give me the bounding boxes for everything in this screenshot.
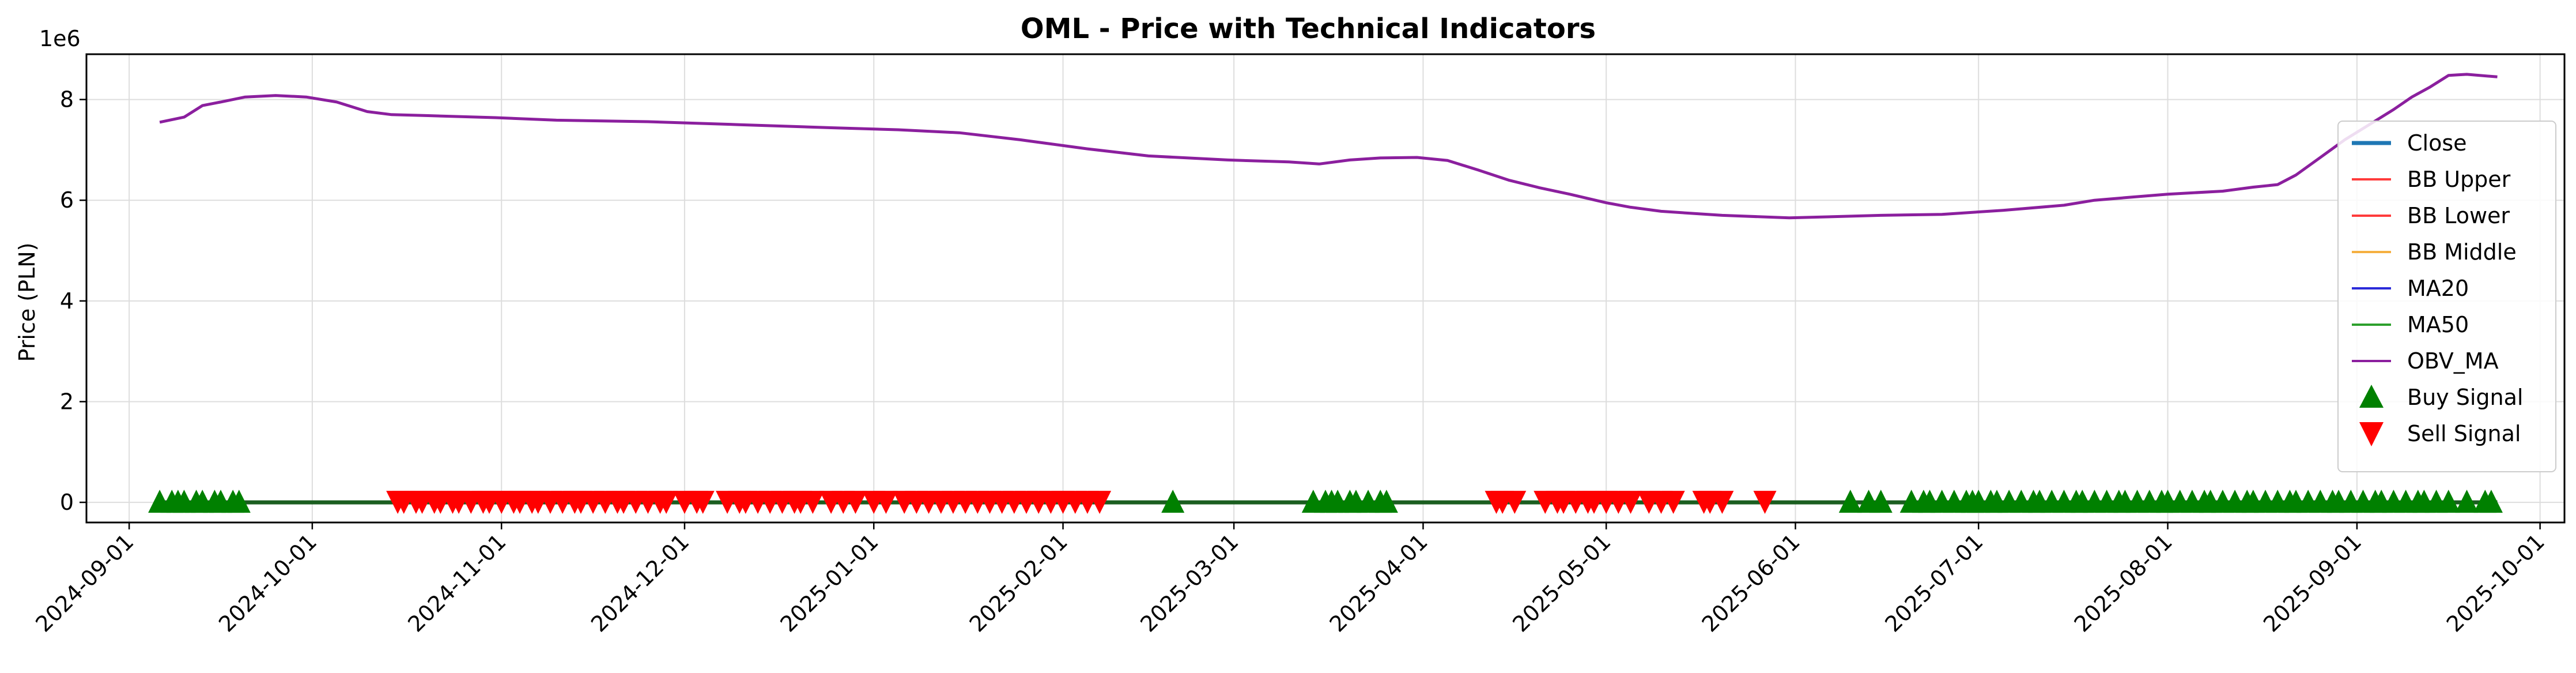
y-tick-label: 8 (60, 87, 74, 112)
buy-signal-marker (2455, 490, 2479, 513)
y-axis-multiplier: 1e6 (39, 26, 81, 51)
legend-swatch-buy (2359, 385, 2384, 408)
sell-signal-marker (1503, 491, 1527, 514)
buy-signal-marker (1838, 490, 1862, 513)
sell-signal-marker (801, 491, 825, 514)
sell-signal-marker (1619, 491, 1642, 514)
legend-box (2337, 121, 2556, 472)
y-axis-label: Price (PLN) (14, 243, 40, 362)
plot-frame (85, 53, 2566, 524)
sell-signal-marker (1710, 491, 1734, 514)
y-tick-label: 0 (60, 490, 74, 515)
legend-label-sell: Sell Signal (2407, 421, 2521, 446)
legend: Close BB Upper BB Lower BB Middle MA20 MA50 OB… (2337, 121, 2556, 472)
legend-label-ma20: MA20 (2407, 276, 2469, 301)
buy-signal-marker (2437, 490, 2460, 513)
legend-label-ma50: MA50 (2407, 312, 2469, 337)
y-tick-label: 6 (60, 187, 74, 213)
buy-signal-marker (227, 490, 251, 513)
obv-ma-line (159, 73, 2498, 220)
sell-signal-marker (874, 491, 898, 514)
sell-signal-marker (691, 491, 715, 514)
y-tick-label: 4 (60, 288, 74, 314)
legend-label-bb_upper: BB Upper (2407, 167, 2511, 192)
legend-label-bb_lower: BB Lower (2407, 203, 2510, 228)
buy-signal-marker (2479, 490, 2503, 513)
legend-swatch-sell (2359, 422, 2384, 446)
sell-signal-marker (655, 491, 678, 514)
obv-ma-layer (159, 73, 2498, 220)
sell-signal-marker (844, 491, 867, 514)
y-axis-ticks: 0 2 4 6 8 (60, 87, 86, 515)
sell-signal-marker (1661, 491, 1685, 514)
y-tick-label: 2 (60, 389, 74, 414)
legend-label-bb_middle: BB Middle (2407, 239, 2517, 265)
buy-signal-marker (1161, 490, 1185, 513)
buy-signals (148, 490, 2503, 513)
sell-signals (386, 491, 1777, 514)
chart-title: OML - Price with Technical Indicators (1021, 13, 1596, 45)
sell-signal-marker (1753, 491, 1777, 514)
buy-signal-marker (1869, 490, 1893, 513)
legend-label-close: Close (2407, 130, 2467, 156)
legend-label-buy: Buy Signal (2407, 385, 2523, 410)
legend-label-obv_ma: OBV_MA (2407, 348, 2499, 374)
buy-signal-marker (1374, 490, 1398, 513)
sell-signal-marker (1088, 491, 1112, 514)
